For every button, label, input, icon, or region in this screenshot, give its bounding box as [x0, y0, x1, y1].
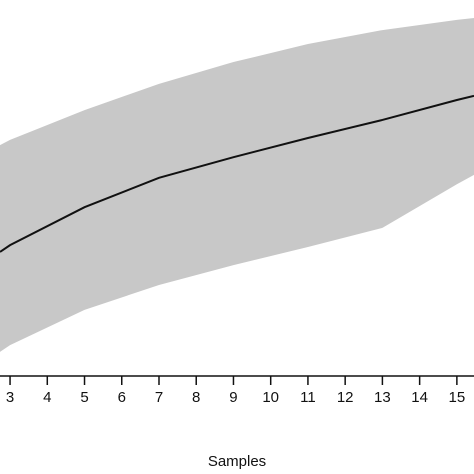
x-tick-label: 9	[229, 389, 237, 406]
x-tick-label: 12	[337, 389, 354, 406]
x-tick-label: 4	[43, 389, 51, 406]
x-axis-label: Samples	[208, 453, 266, 470]
x-tick-label: 8	[192, 389, 200, 406]
x-tick-label: 5	[80, 389, 88, 406]
x-tick-label: 14	[411, 389, 428, 406]
x-tick-label: 3	[6, 389, 14, 406]
x-tick-label: 15	[449, 389, 466, 406]
x-tick-label: 10	[262, 389, 279, 406]
confidence-band	[0, 18, 474, 352]
x-tick-label: 11	[300, 389, 316, 406]
x-tick-label: 13	[374, 389, 391, 406]
x-tick-label: 7	[155, 389, 163, 406]
x-tick-label: 6	[118, 389, 126, 406]
mean-line	[0, 94, 474, 253]
